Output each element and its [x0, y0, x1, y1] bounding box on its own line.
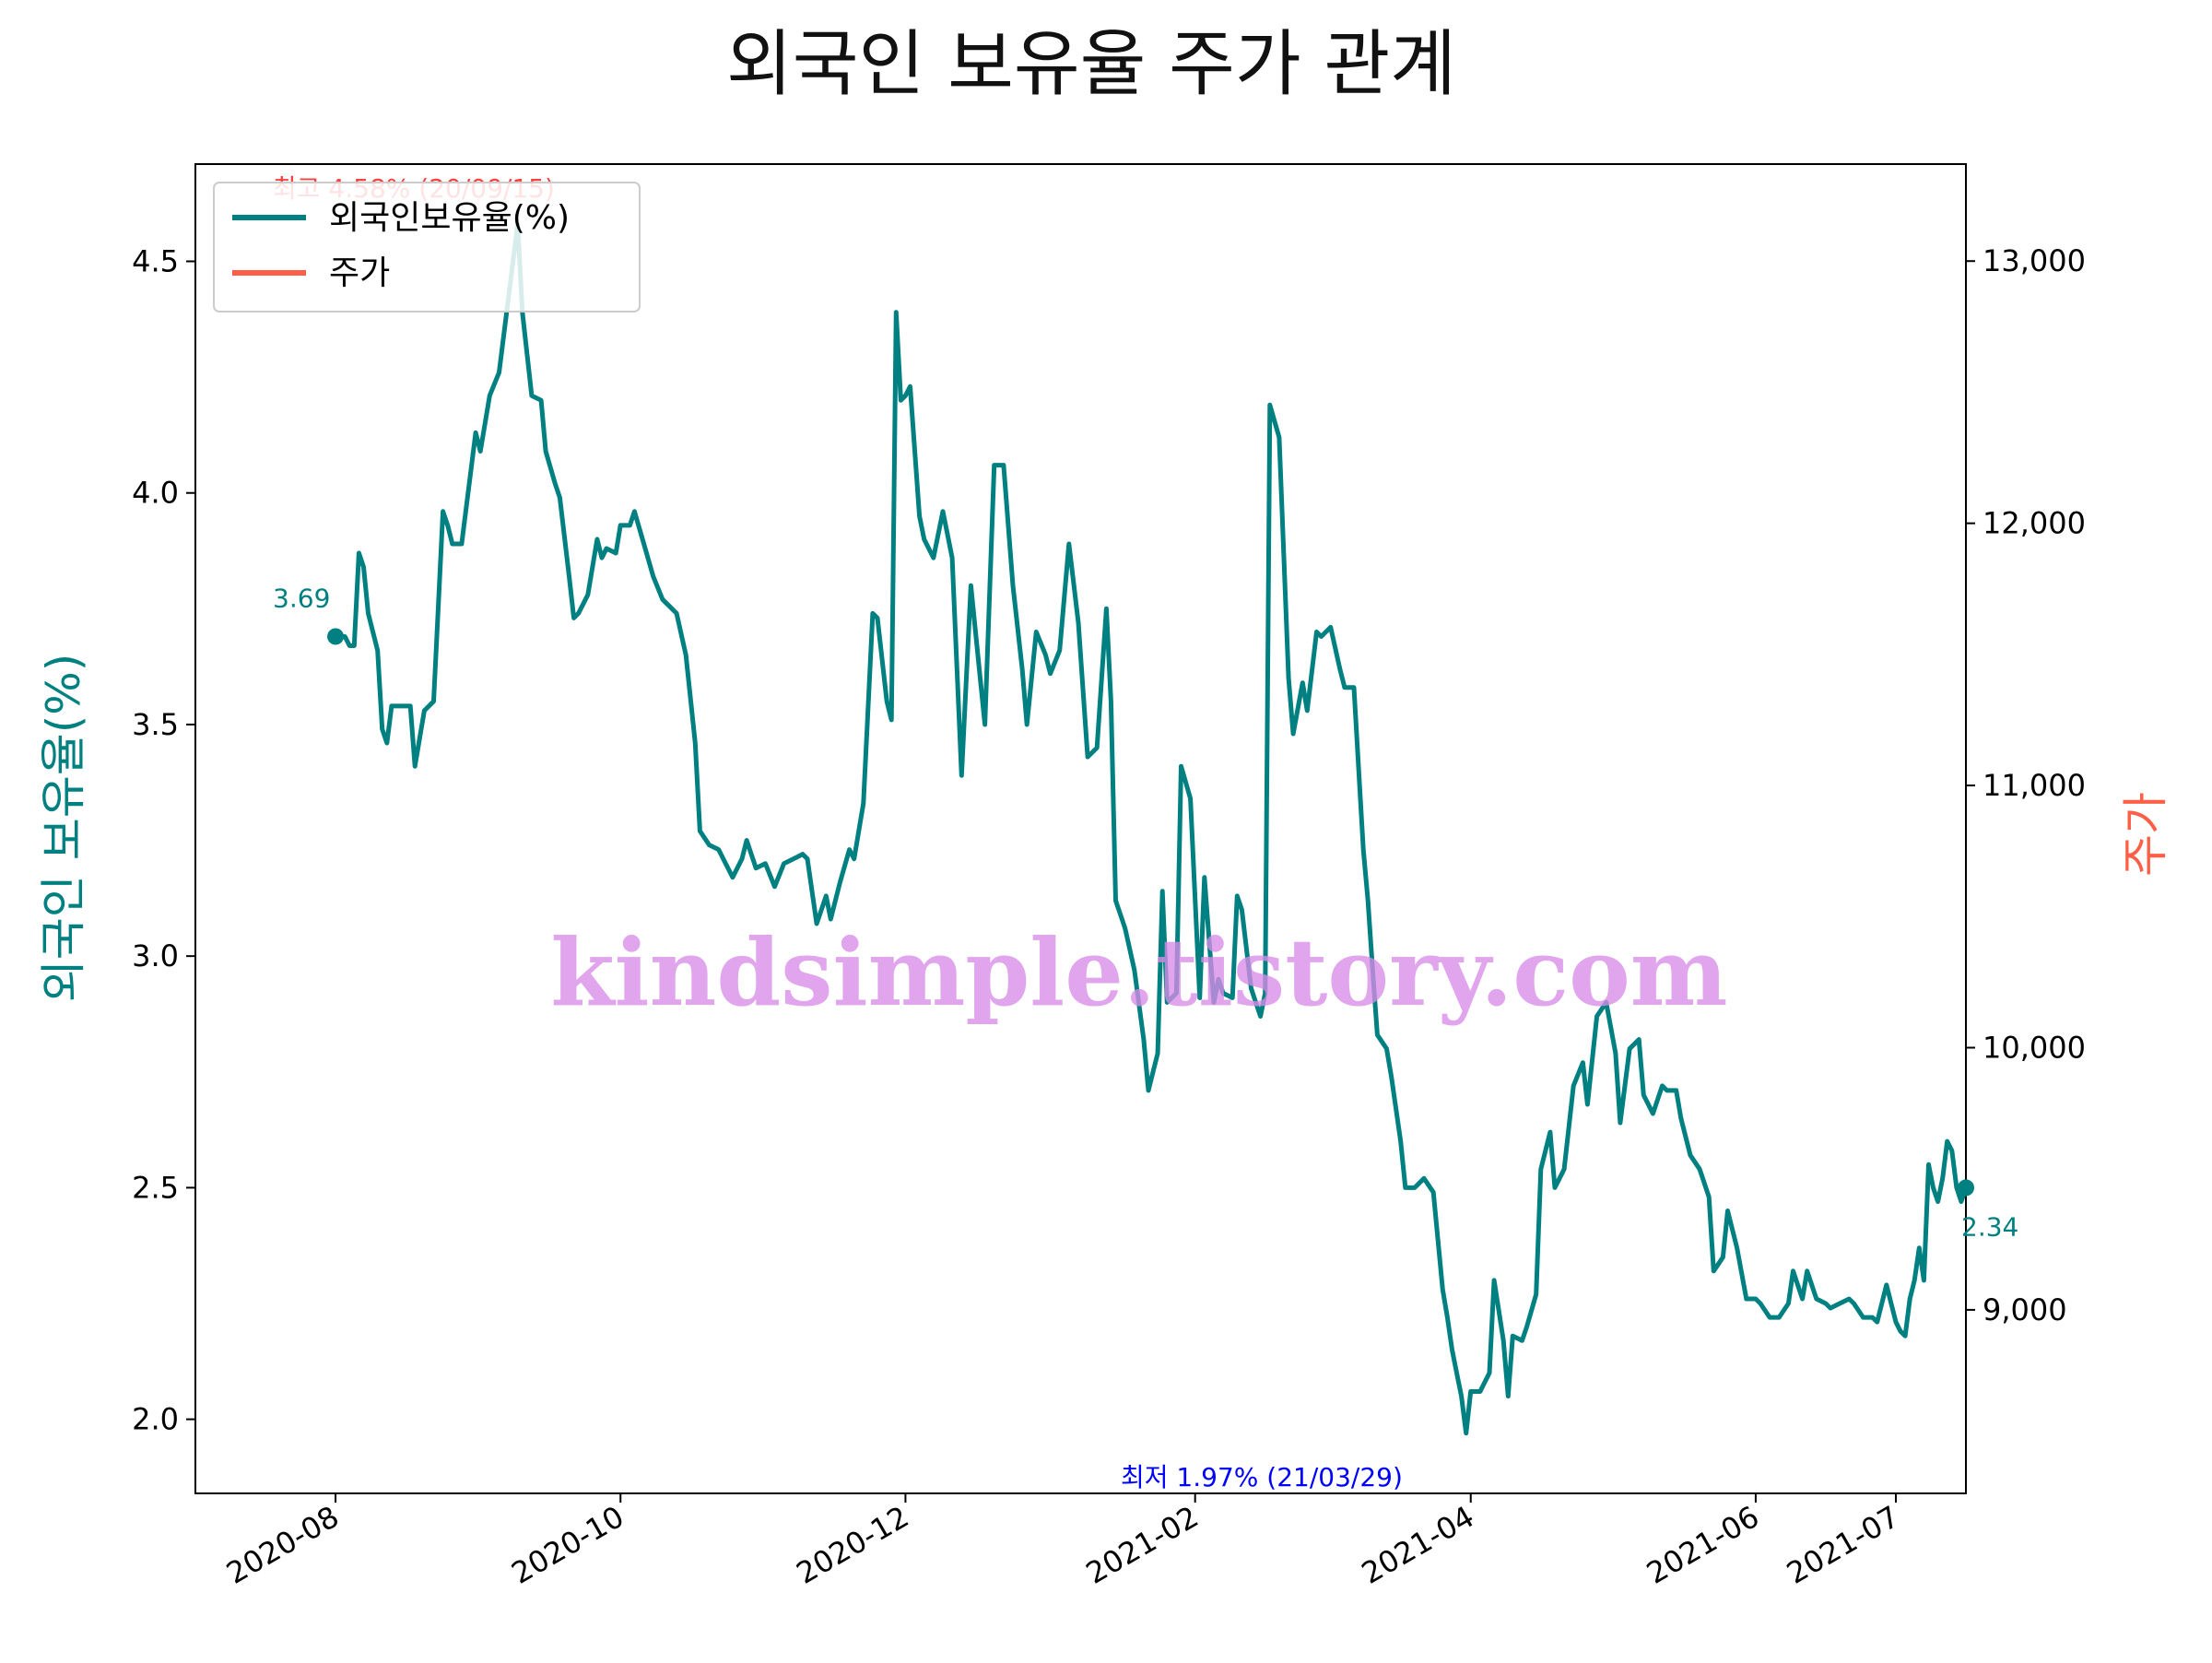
y-axis-label-right: 주가 [2119, 792, 2172, 877]
y-right-tick-label: 13,000 [1983, 243, 2086, 278]
y-right-tick-label: 10,000 [1983, 1030, 2086, 1065]
x-tick-label: 2021-07 [1781, 1499, 1905, 1591]
y-left-tick-label: 3.0 [132, 938, 179, 973]
x-tick-label: 2020-10 [505, 1499, 629, 1591]
holding-series-line [333, 221, 1969, 1436]
start-value-label: 3.69 [273, 583, 330, 613]
y-axis-label-left: 외국인 보유율(%) [37, 654, 90, 1002]
plot-area: 2.0 2.5 3.0 3.5 4.0 4.5 9,000 10,000 11,000 12,00… [132, 163, 2086, 1591]
y-left-tick-label: 2.0 [132, 1402, 179, 1437]
plot-frame [194, 163, 1967, 1494]
end-point-marker [1958, 1179, 1974, 1197]
y-right-tick-label: 12,000 [1983, 506, 2086, 541]
legend-label-price: 주가 [329, 254, 390, 292]
watermark: kindsimple.tistory.com [550, 918, 1727, 1027]
x-tick-label: 2021-02 [1080, 1499, 1205, 1591]
x-tick-label: 2020-08 [220, 1499, 345, 1591]
y-left-tick-label: 4.5 [132, 244, 179, 279]
y-left-tick-label: 4.0 [132, 476, 179, 511]
start-point-marker [327, 628, 345, 645]
legend-label-holding: 외국인보유율(%) [329, 199, 570, 237]
y-right-tick-label: 9,000 [1983, 1292, 2067, 1327]
y-left-tick-label: 2.5 [132, 1170, 179, 1205]
legend-box [213, 182, 641, 313]
x-tick-label: 2021-06 [1641, 1499, 1765, 1591]
y-left-tick-label: 3.5 [132, 707, 179, 742]
chart-title: 외국인 보유율 주가 관계 [726, 23, 1456, 106]
x-tick-label: 2021-04 [1356, 1499, 1480, 1591]
end-value-label: 2.34 [1961, 1211, 2018, 1242]
y-right-tick-label: 11,000 [1983, 768, 2086, 803]
x-tick-label: 2020-12 [791, 1499, 915, 1591]
min-annotation: 최저 1.97% (21/03/29) [1121, 1462, 1403, 1492]
